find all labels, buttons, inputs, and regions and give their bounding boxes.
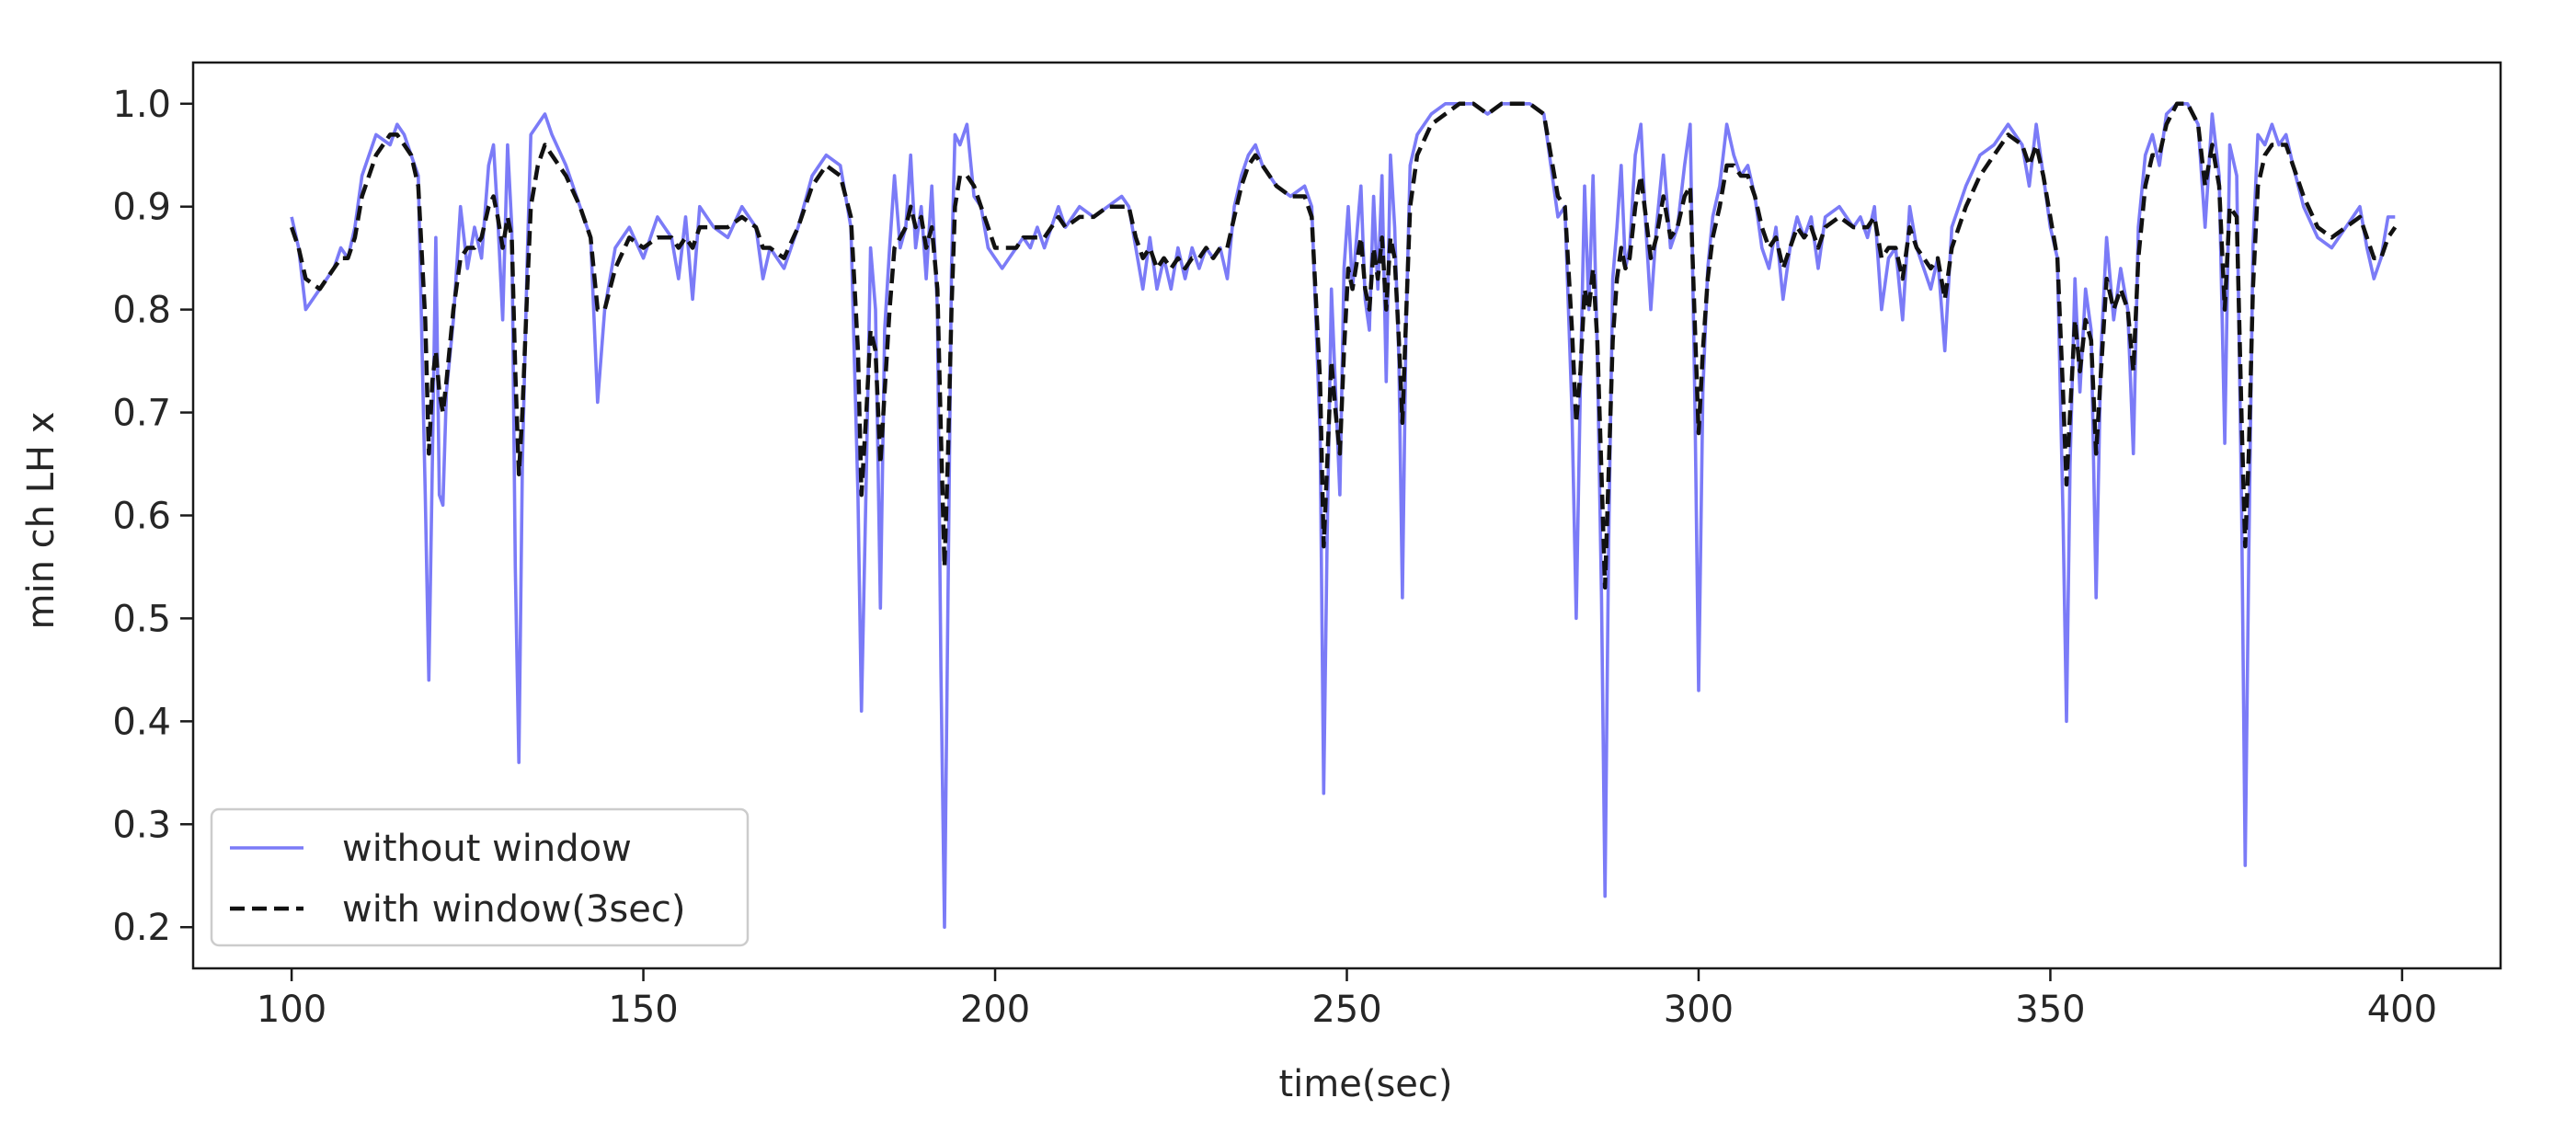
x-tick-label: 100 [257,989,326,1031]
x-tick-label: 400 [2367,989,2437,1031]
legend-box [210,807,750,947]
x-tick-label: 300 [1664,989,1734,1031]
legend-label: with window(3sec) [342,888,685,931]
y-tick-label: 0.2 [112,907,171,949]
axes: 100 150 200 250 300 350 400 0.2 0.3 0.4 0.5 0.6 0.7 0… [112,61,2502,1031]
x-tick-label: 200 [960,989,1030,1031]
legend: without window with window(3sec) [210,807,750,947]
x-tick-label: 350 [2015,989,2085,1031]
x-axis-label: time(sec) [1278,1063,1452,1105]
y-tick-label: 0.4 [112,701,171,743]
y-tick-label: 0.3 [112,804,171,846]
series-line-with-window [289,101,2398,590]
x-tick-label: 150 [608,989,678,1031]
y-tick-label: 0.9 [112,187,171,229]
y-tick-label: 0.5 [112,598,171,640]
legend-label: without window [342,828,632,870]
y-tick-label: 0.7 [112,393,171,435]
y-axis-label: min ch LH x [20,412,63,630]
y-tick-label: 0.6 [112,496,171,538]
y-tick-label: 1.0 [112,84,171,126]
plot-area [289,101,2398,929]
y-tick-label: 0.8 [112,290,171,332]
x-tick-label: 250 [1311,989,1381,1031]
